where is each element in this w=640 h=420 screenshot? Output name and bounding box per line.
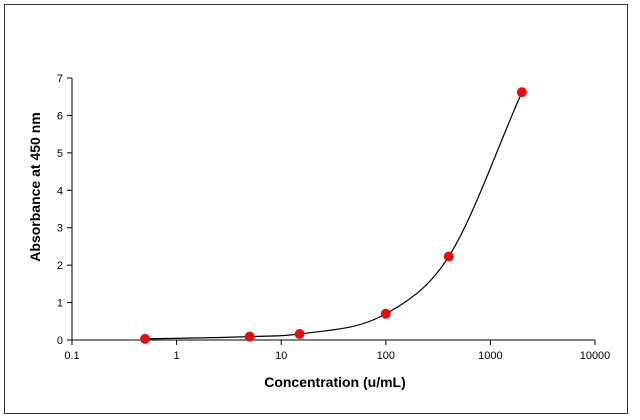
data-point [380, 308, 391, 319]
data-point [244, 331, 255, 342]
y-axis-title: Absorbance at 450 nm [27, 112, 43, 261]
data-point [443, 251, 454, 262]
data-points [140, 87, 527, 344]
y-tick-label: 5 [57, 148, 63, 160]
x-axis-title: Concentration (u/mL) [264, 374, 406, 390]
y-tick-label: 3 [57, 223, 63, 235]
x-tick-label: 10 [275, 350, 287, 362]
x-tick-label: 1 [174, 350, 180, 362]
y-tick-label: 7 [57, 73, 63, 85]
fit-curve-layer [145, 91, 523, 340]
data-point [516, 87, 527, 98]
x-tick-label: 10000 [580, 350, 611, 362]
x-tick-label: 100 [377, 350, 395, 362]
chart-frame [4, 4, 628, 414]
axes: 0.1 1 10 100 1000 10000 0 1 2 3 4 5 6 7 [57, 73, 610, 362]
data-point [294, 329, 305, 340]
y-tick-label: 6 [57, 110, 63, 122]
y-tick-label: 2 [57, 260, 63, 272]
fit-curve [145, 91, 523, 340]
x-tick-label: 1000 [478, 350, 502, 362]
y-tick-label: 1 [57, 298, 63, 310]
data-point [140, 333, 151, 344]
x-tick-label: 0.1 [64, 350, 79, 362]
y-tick-label: 4 [57, 185, 63, 197]
y-tick-label: 0 [57, 335, 63, 347]
